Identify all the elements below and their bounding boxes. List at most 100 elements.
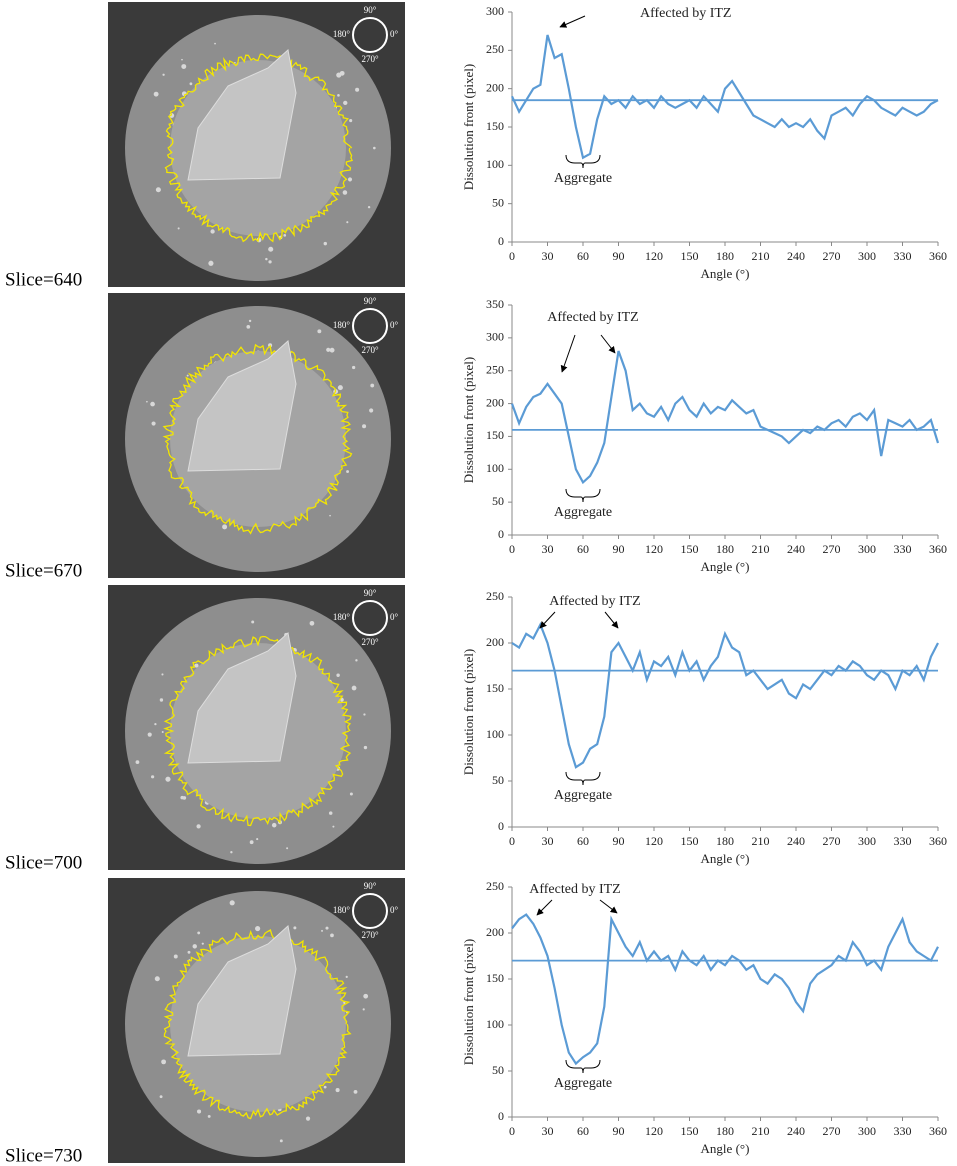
grain — [325, 926, 329, 930]
grain — [330, 933, 334, 938]
annotation-arrow — [599, 899, 618, 914]
annotation-arrow — [536, 899, 553, 916]
y-tick-label: 50 — [492, 494, 504, 508]
x-axis-title: Angle (°) — [701, 266, 750, 281]
orientation-label: 270° — [361, 345, 379, 355]
slice-label: Slice=670 — [5, 560, 82, 581]
orientation-ring — [352, 17, 388, 53]
x-tick-label: 180 — [716, 834, 734, 848]
orientation-label: 180° — [333, 612, 351, 622]
y-tick-label: 0 — [498, 234, 504, 248]
x-tick-label: 330 — [894, 542, 912, 556]
x-tick-label: 360 — [929, 1124, 947, 1138]
x-tick-label: 60 — [577, 834, 589, 848]
dissolution-front — [162, 343, 353, 535]
x-axis-title: Angle (°) — [701, 851, 750, 866]
grain — [162, 73, 165, 76]
grain — [177, 227, 180, 230]
x-tick-label: 120 — [645, 834, 663, 848]
grain — [293, 926, 297, 930]
grain — [323, 1085, 327, 1089]
y-tick-label: 0 — [498, 1109, 504, 1123]
data-line — [511, 34, 939, 160]
y-tick-label: 150 — [486, 119, 504, 133]
grain — [197, 931, 201, 935]
orientation-ring — [352, 308, 388, 344]
grain — [251, 620, 255, 624]
grain — [351, 685, 357, 691]
y-axis-title: Dissolution front (pixel) — [461, 649, 476, 775]
grain — [321, 929, 323, 932]
grain — [197, 1109, 202, 1114]
grain — [343, 100, 348, 106]
grain — [248, 319, 252, 323]
y-tick-label: 250 — [486, 589, 504, 603]
grain — [332, 825, 335, 828]
grain — [346, 221, 349, 224]
x-tick-label: 150 — [681, 249, 699, 263]
x-tick-label: 30 — [542, 542, 554, 556]
x-tick-label: 360 — [929, 542, 947, 556]
x-tick-label: 330 — [894, 249, 912, 263]
grain — [317, 329, 322, 334]
aggregate — [187, 340, 297, 472]
x-tick-label: 0 — [509, 249, 515, 263]
x-tick-label: 360 — [929, 249, 947, 263]
grain — [342, 190, 348, 195]
grain — [335, 1088, 340, 1093]
grain — [159, 1095, 163, 1099]
x-tick-label: 270 — [823, 249, 841, 263]
orientation-label: 270° — [361, 54, 379, 64]
y-axis-title: Dissolution front (pixel) — [461, 64, 476, 190]
y-tick-label: 100 — [486, 1017, 504, 1031]
x-tick-label: 330 — [894, 834, 912, 848]
grain — [329, 347, 335, 353]
y-tick-label: 200 — [486, 925, 504, 939]
orientation-label: 0° — [390, 905, 399, 915]
grain — [363, 713, 366, 716]
grain — [196, 824, 201, 829]
x-tick-label: 120 — [645, 1124, 663, 1138]
grain — [255, 925, 261, 932]
x-tick-label: 60 — [577, 249, 589, 263]
grain — [328, 811, 333, 815]
x-tick-label: 240 — [787, 834, 805, 848]
y-tick-label: 200 — [486, 635, 504, 649]
dissolution-front — [163, 635, 352, 827]
grain — [337, 94, 340, 97]
x-tick-label: 90 — [613, 1124, 625, 1138]
grain — [363, 993, 369, 999]
x-tick-label: 30 — [542, 1124, 554, 1138]
x-tick-label: 300 — [858, 834, 876, 848]
orientation-label: 90° — [364, 881, 377, 891]
orientation-label: 180° — [333, 29, 351, 39]
grain — [161, 1059, 167, 1065]
y-tick-label: 100 — [486, 157, 504, 171]
x-tick-label: 0 — [509, 834, 515, 848]
x-tick-label: 180 — [716, 542, 734, 556]
grain — [336, 72, 342, 78]
y-tick-label: 100 — [486, 461, 504, 475]
grain — [135, 760, 140, 765]
grain — [329, 514, 331, 517]
annotation: Aggregate — [554, 788, 612, 803]
x-tick-label: 240 — [787, 542, 805, 556]
y-tick-label: 0 — [498, 527, 504, 541]
x-tick-label: 240 — [787, 1124, 805, 1138]
y-tick-label: 350 — [486, 297, 504, 311]
grain — [165, 776, 171, 782]
x-tick-label: 90 — [613, 834, 625, 848]
y-tick-label: 150 — [486, 428, 504, 442]
grain — [363, 745, 368, 750]
x-tick-label: 30 — [542, 249, 554, 263]
grain — [367, 205, 371, 209]
y-tick-label: 300 — [486, 4, 504, 18]
grain — [208, 260, 214, 266]
grain — [268, 260, 272, 264]
x-tick-label: 360 — [929, 834, 947, 848]
grain — [286, 847, 289, 850]
y-tick-label: 300 — [486, 330, 504, 344]
grain — [169, 113, 175, 118]
orientation-label: 0° — [390, 320, 399, 330]
